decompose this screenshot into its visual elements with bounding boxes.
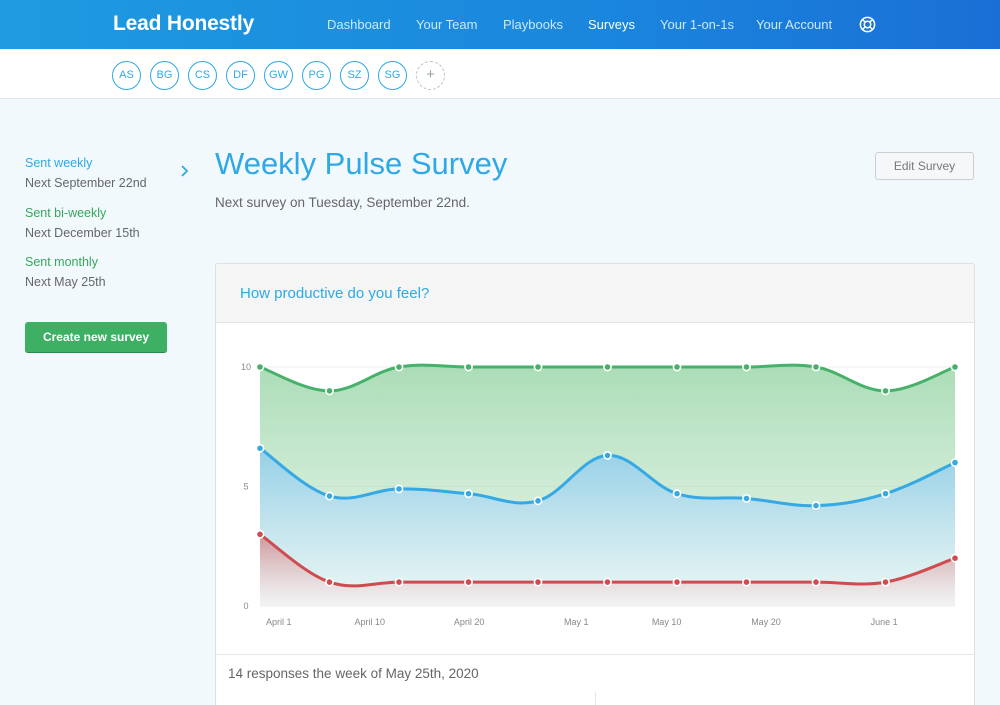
team-avatar-sz[interactable]: SZ <box>340 61 369 90</box>
series-area-blue <box>260 448 955 606</box>
x-tick-label: May 20 <box>751 617 781 627</box>
data-point-blue <box>742 494 751 503</box>
question-card: How productive do you feel? 0 5 10 April 1 A… <box>215 263 975 705</box>
team-avatar-cs[interactable]: CS <box>188 61 217 90</box>
nav-surveys[interactable]: Surveys <box>588 17 635 32</box>
sidebar-biweekly-next: Next December 15th <box>25 226 140 240</box>
team-avatar-sg[interactable]: SG <box>378 61 407 90</box>
create-new-survey-button[interactable]: Create new survey <box>25 322 167 352</box>
data-point-green <box>950 362 960 372</box>
data-point-blue <box>881 489 890 499</box>
nav-playbooks[interactable]: Playbooks <box>503 17 563 32</box>
sidebar-sent-biweekly[interactable]: Sent bi-weekly <box>25 206 107 220</box>
x-tick-label: May 10 <box>652 617 682 627</box>
help-lifebuoy-icon[interactable] <box>858 15 877 34</box>
y-tick-label: 0 <box>243 601 248 611</box>
y-tick-label: 10 <box>241 362 251 372</box>
data-point-green <box>603 362 612 372</box>
app-logo[interactable]: Lead Honestly <box>113 12 254 35</box>
data-point-red <box>325 577 334 587</box>
data-point-red <box>811 577 821 587</box>
add-team-member-button[interactable]: + <box>416 61 445 90</box>
data-point-green <box>881 386 890 396</box>
question-title: How productive do you feel? <box>240 285 430 302</box>
card-footer: 14 responses the week of May 25th, 2020 <box>216 654 974 692</box>
x-tick-label: June 1 <box>871 617 898 627</box>
team-avatar-df[interactable]: DF <box>226 61 255 90</box>
top-nav-bar: Lead Honestly Dashboard Your Team Playbo… <box>0 0 1000 49</box>
question-card-header: How productive do you feel? <box>216 264 974 323</box>
series-area-red <box>260 534 955 606</box>
team-bar: AS BG CS DF GW PG SZ SG + <box>0 49 1000 99</box>
sidebar-monthly-next: Next May 25th <box>25 275 106 289</box>
page-title: Weekly Pulse Survey <box>215 146 508 181</box>
x-tick-label: April 20 <box>454 617 485 627</box>
data-point-green <box>742 362 751 372</box>
x-tick-label: April 10 <box>355 617 386 627</box>
data-point-blue <box>394 484 404 494</box>
nav-your-team[interactable]: Your Team <box>416 17 478 32</box>
data-point-green <box>325 386 334 396</box>
data-point-red <box>950 553 960 563</box>
nav-your-account[interactable]: Your Account <box>756 17 833 32</box>
footer-column-divider <box>595 692 596 705</box>
data-point-red <box>603 577 612 587</box>
data-point-green <box>811 362 821 372</box>
team-avatar-as[interactable]: AS <box>112 61 141 90</box>
sidebar-weekly-next: Next September 22nd <box>25 176 147 190</box>
x-tick-label: April 1 <box>266 617 292 627</box>
chevron-right-icon[interactable] <box>180 163 190 179</box>
sidebar-sent-monthly[interactable]: Sent monthly <box>25 255 98 269</box>
data-point-red <box>881 577 890 587</box>
data-point-red <box>394 577 404 587</box>
data-point-green <box>464 362 473 372</box>
page-subtitle: Next survey on Tuesday, September 22nd. <box>215 195 470 210</box>
data-point-blue <box>603 451 612 460</box>
nav-your-1on1s[interactable]: Your 1-on-1s <box>660 17 734 32</box>
data-point-red <box>742 577 751 587</box>
y-tick-label: 5 <box>243 482 248 492</box>
data-point-green <box>672 362 682 372</box>
data-point-green <box>394 362 404 372</box>
productivity-chart: 0 5 10 April 1 April 10 April 20 May 1 May 10 Ma… <box>241 362 960 627</box>
team-avatar-gw[interactable]: GW <box>264 61 293 90</box>
edit-survey-button[interactable]: Edit Survey <box>875 152 974 180</box>
data-point-red <box>255 529 265 539</box>
data-point-blue <box>672 489 682 499</box>
data-point-blue <box>325 491 334 501</box>
data-point-red <box>464 577 473 587</box>
team-avatar-bg[interactable]: BG <box>150 61 179 90</box>
data-point-blue <box>811 501 821 511</box>
data-point-green <box>533 362 543 372</box>
team-avatar-pg[interactable]: PG <box>302 61 331 90</box>
data-point-red <box>533 577 543 587</box>
data-point-blue <box>255 443 265 453</box>
responses-summary: 14 responses the week of May 25th, 2020 <box>228 666 479 681</box>
data-point-red <box>672 577 682 587</box>
nav-dashboard[interactable]: Dashboard <box>327 17 391 32</box>
sidebar-sent-weekly[interactable]: Sent weekly <box>25 156 93 170</box>
data-point-blue <box>464 489 473 499</box>
data-point-green <box>255 362 265 372</box>
data-point-blue <box>950 458 960 467</box>
data-point-blue <box>533 496 543 506</box>
x-tick-label: May 1 <box>564 617 589 627</box>
